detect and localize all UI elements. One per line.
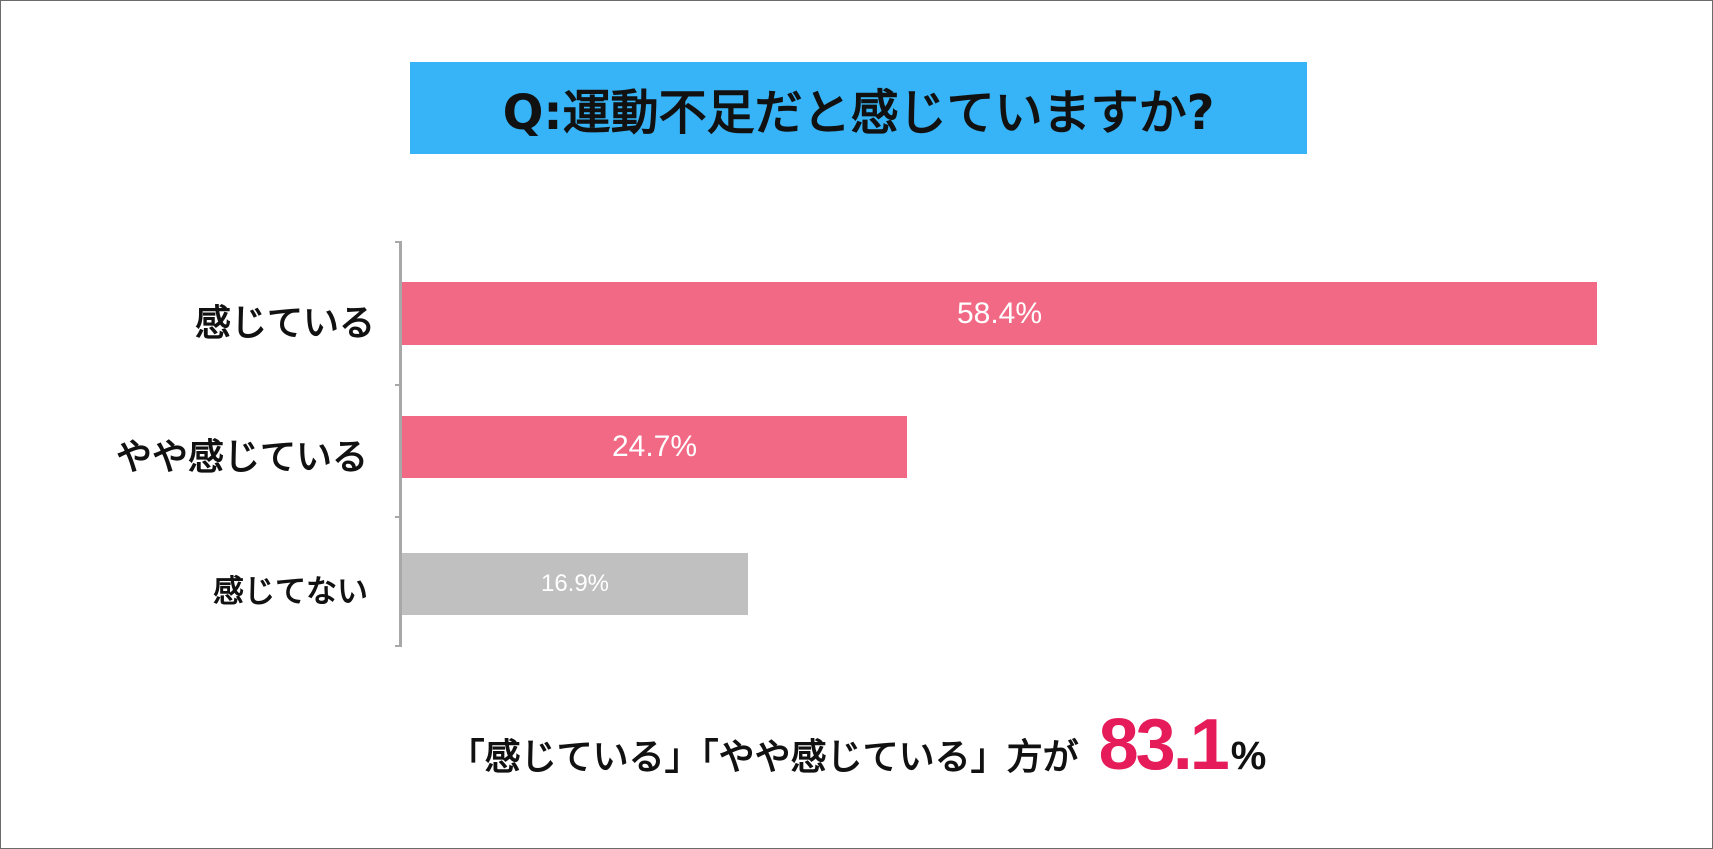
chart-title-banner: Q:運動不足だと感じていますか?	[410, 62, 1307, 154]
summary-text: 「感じている」「やや感じている」方が	[448, 737, 1079, 778]
bar-value-label: 24.7%	[611, 430, 698, 463]
category-axis-line	[399, 241, 402, 647]
summary-unit: %	[1230, 734, 1267, 778]
bar-value-label: 58.4%	[956, 296, 1043, 330]
category-label-feel: 感じている	[194, 303, 375, 344]
axis-tick	[395, 384, 402, 386]
bar-somewhat-feel: 24.7%	[402, 416, 907, 478]
bar-do-not-feel: 16.9%	[402, 553, 748, 615]
category-label-do-not-feel: 感じてない	[213, 574, 368, 610]
bar-value-label: 16.9%	[540, 570, 610, 597]
summary-value: 83.1	[1098, 705, 1230, 785]
category-label-somewhat-feel: やや感じている	[115, 437, 368, 478]
bar-feel: 58.4%	[402, 282, 1597, 345]
summary-line: 「感じている」「やや感じている」方が 83.1 %	[1, 709, 1713, 781]
chart-title: Q:運動不足だと感じていますか?	[502, 85, 1215, 141]
axis-tick	[395, 516, 402, 518]
axis-tick	[395, 645, 402, 647]
axis-tick	[395, 241, 402, 243]
